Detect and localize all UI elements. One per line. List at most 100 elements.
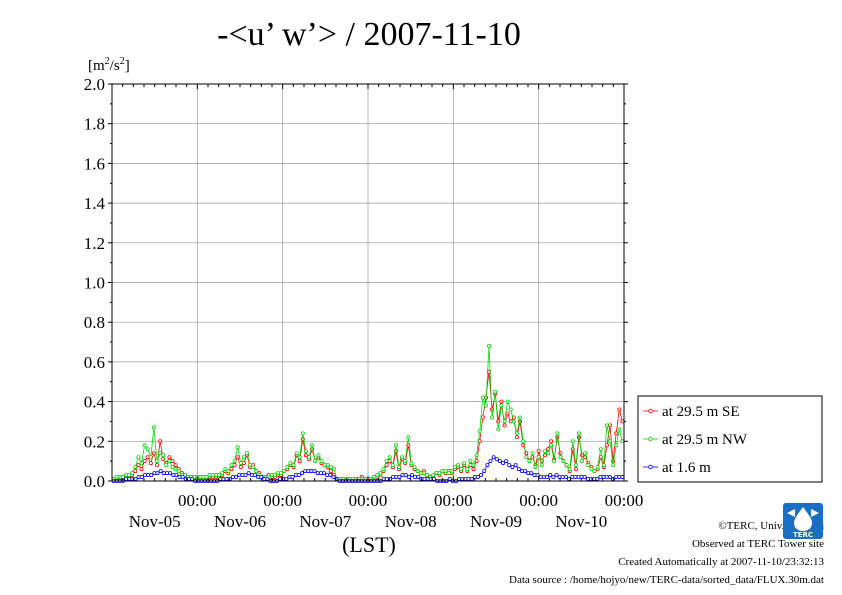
data-point <box>321 471 326 476</box>
data-point <box>533 465 538 470</box>
x-tick-date-label: Nov-06 <box>214 512 266 531</box>
data-point <box>277 476 282 481</box>
data-point <box>294 451 299 456</box>
data-point <box>248 463 253 468</box>
data-point <box>422 476 427 481</box>
data-point <box>529 471 534 476</box>
data-point <box>527 459 532 464</box>
data-point <box>499 399 504 404</box>
data-point <box>296 472 301 477</box>
data-point <box>431 472 436 477</box>
data-point <box>577 431 582 436</box>
data-point <box>300 431 305 436</box>
legend-swatch-marker <box>648 464 653 470</box>
data-point <box>549 439 554 444</box>
data-point <box>223 467 228 472</box>
data-point <box>567 467 572 472</box>
data-point <box>516 467 521 472</box>
data-point <box>497 459 502 464</box>
data-point <box>514 435 519 440</box>
x-tick-time-label: 00:00 <box>605 491 644 510</box>
data-point <box>601 463 606 468</box>
data-point <box>288 461 293 466</box>
data-point <box>221 476 226 481</box>
data-point <box>564 463 569 468</box>
data-point <box>252 472 257 477</box>
data-point <box>313 459 318 464</box>
data-point <box>415 469 420 474</box>
data-point <box>555 431 560 436</box>
data-point <box>167 455 172 460</box>
data-point <box>154 463 159 468</box>
data-point <box>548 472 553 477</box>
data-point <box>449 469 454 474</box>
data-point <box>170 465 175 470</box>
data-point <box>424 472 429 477</box>
data-point <box>521 439 526 444</box>
x-tick-date-label: Nov-09 <box>470 512 522 531</box>
data-point <box>244 451 249 456</box>
data-point <box>560 474 565 479</box>
data-point <box>403 472 408 477</box>
data-point <box>229 463 234 468</box>
data-point <box>519 469 524 474</box>
x-tick-time-label: 00:00 <box>349 491 388 510</box>
data-point <box>592 469 597 474</box>
data-point <box>148 455 153 460</box>
legend: at 29.5 m SE at 29.5 m NW at 1.6 m <box>637 395 823 483</box>
data-point <box>570 439 575 444</box>
data-point <box>124 476 129 481</box>
data-point <box>393 443 398 448</box>
data-point <box>151 451 156 456</box>
data-point <box>583 451 588 456</box>
data-point <box>551 474 556 479</box>
data-point <box>243 472 248 477</box>
series-3 <box>111 455 625 483</box>
data-point <box>501 461 506 466</box>
data-point <box>475 474 480 479</box>
data-point <box>234 474 239 479</box>
data-point <box>282 469 287 474</box>
legend-label: at 29.5 m SE <box>662 404 740 420</box>
y-tick-label: 0.8 <box>84 313 105 332</box>
data-point <box>136 463 141 468</box>
data-point <box>372 474 377 479</box>
data-point <box>136 455 141 460</box>
data-point <box>262 476 267 481</box>
data-point <box>617 427 622 432</box>
data-point <box>486 343 491 348</box>
data-point <box>230 474 235 479</box>
data-point <box>483 403 488 408</box>
data-point <box>524 455 529 460</box>
data-point <box>482 469 487 474</box>
data-point <box>549 443 554 448</box>
data-point <box>158 439 163 444</box>
y-tick-label: 1.8 <box>84 115 105 134</box>
data-point <box>494 457 499 462</box>
data-point <box>536 449 541 454</box>
data-point <box>381 467 386 472</box>
data-point <box>545 474 550 479</box>
data-point <box>235 455 240 460</box>
data-point <box>232 459 237 464</box>
x-tick-time-label: 00:00 <box>263 491 302 510</box>
y-tick-label: 0.2 <box>84 432 105 451</box>
data-point <box>611 463 616 468</box>
data-point <box>586 463 591 468</box>
data-point <box>617 407 622 412</box>
y-tick-label: 0.0 <box>84 472 105 491</box>
data-point <box>238 461 243 466</box>
data-point <box>595 465 600 470</box>
observed-text: Observed at TERC Tower site <box>691 538 824 550</box>
data-point <box>536 455 541 460</box>
legend-label: at 1.6 m <box>662 460 711 476</box>
data-point <box>284 476 289 481</box>
data-point <box>589 467 594 472</box>
data-point <box>513 463 518 468</box>
data-point <box>168 471 173 476</box>
logo-lettering: TERC <box>793 531 813 539</box>
data-point <box>299 471 304 476</box>
data-point <box>447 476 452 481</box>
x-tick-time-label: 00:00 <box>519 491 558 510</box>
